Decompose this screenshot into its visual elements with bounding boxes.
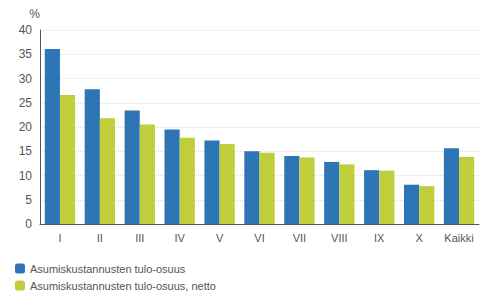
svg-text:Kaikki: Kaikki — [444, 232, 473, 244]
svg-text:25: 25 — [19, 96, 33, 110]
svg-text:VI: VI — [254, 232, 264, 244]
svg-text:5: 5 — [25, 193, 32, 207]
svg-text:X: X — [415, 232, 423, 244]
svg-text:40: 40 — [19, 23, 33, 37]
svg-text:IX: IX — [374, 232, 385, 244]
svg-text:Asumiskustannusten tulo-osuus: Asumiskustannusten tulo-osuus — [30, 263, 186, 275]
svg-text:IV: IV — [174, 232, 185, 244]
svg-text:10: 10 — [19, 169, 33, 183]
svg-text:%: % — [29, 7, 40, 21]
svg-text:VIII: VIII — [331, 232, 348, 244]
svg-text:II: II — [97, 232, 103, 244]
svg-text:0: 0 — [25, 217, 32, 231]
svg-text:15: 15 — [19, 144, 33, 158]
svg-text:V: V — [216, 232, 224, 244]
svg-text:Asumiskustannusten tulo-osuus,: Asumiskustannusten tulo-osuus, netto — [30, 280, 216, 292]
svg-text:VII: VII — [293, 232, 306, 244]
svg-text:I: I — [58, 232, 61, 244]
svg-text:30: 30 — [19, 72, 33, 86]
svg-text:III: III — [135, 232, 144, 244]
svg-text:35: 35 — [19, 47, 33, 61]
svg-text:20: 20 — [19, 120, 33, 134]
